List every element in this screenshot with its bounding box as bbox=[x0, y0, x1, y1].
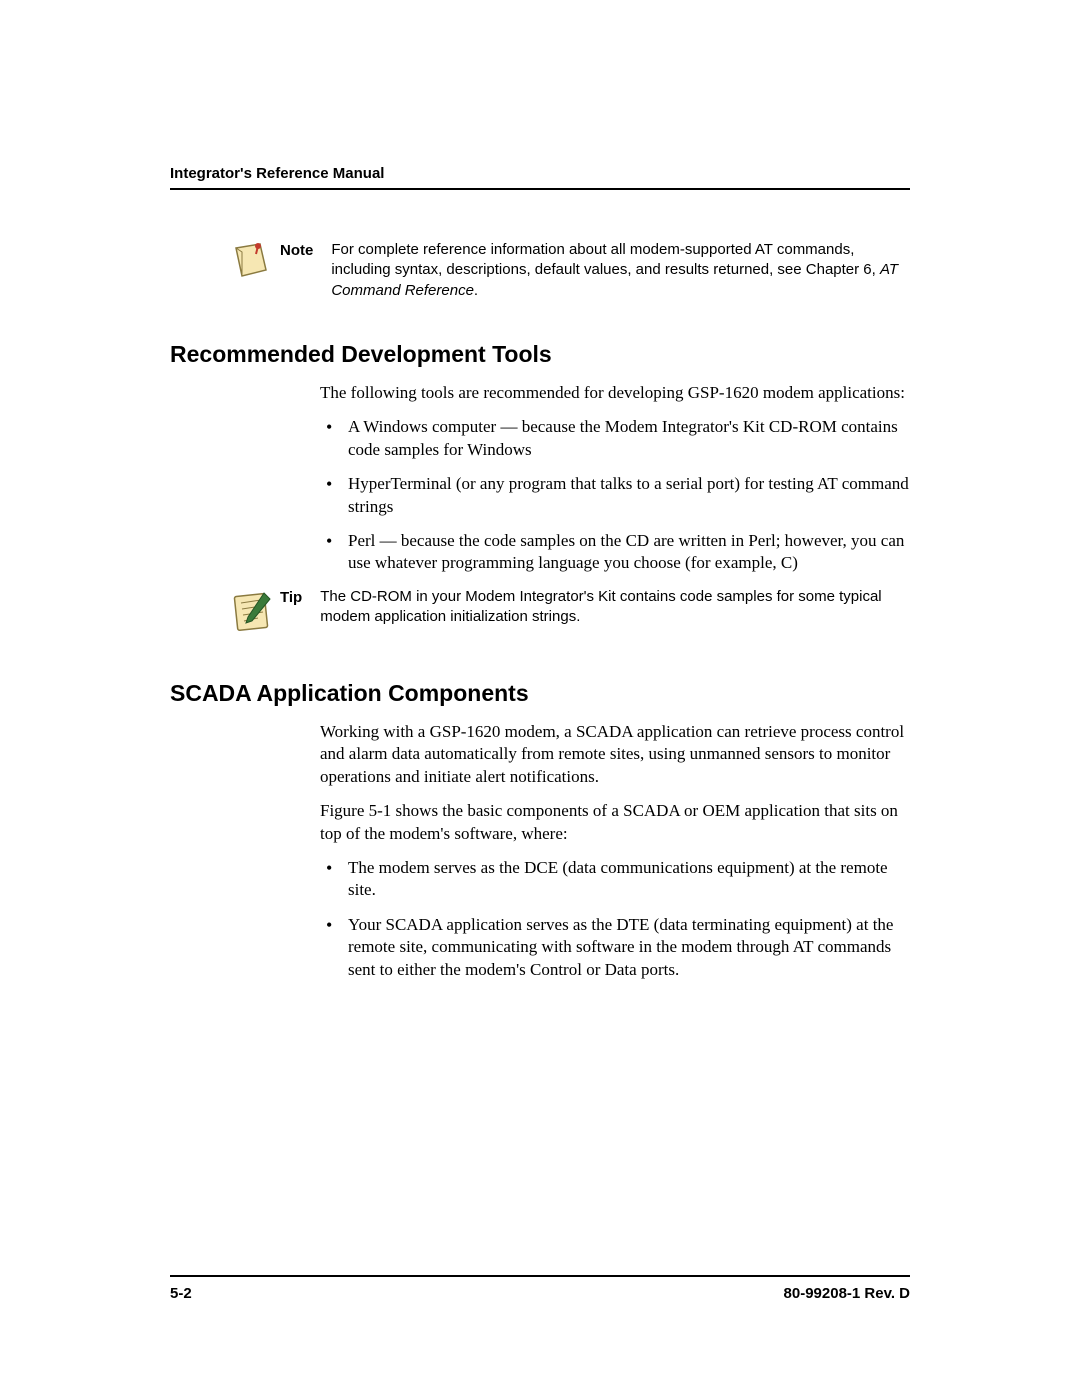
tip-label: Tip bbox=[280, 587, 302, 606]
footer-rule bbox=[170, 1275, 910, 1277]
running-header: Integrator's Reference Manual bbox=[170, 165, 910, 182]
note-text-part2: . bbox=[474, 282, 478, 299]
page-number: 5-2 bbox=[170, 1285, 192, 1302]
section2-p1: Working with a GSP-1620 modem, a SCADA a… bbox=[320, 721, 910, 788]
list-item: Your SCADA application serves as the DTE… bbox=[348, 914, 910, 981]
list-item: A Windows computer — because the Modem I… bbox=[348, 416, 910, 461]
section2-list: The modem serves as the DCE (data commun… bbox=[320, 857, 910, 981]
tip-callout: Tip The CD-ROM in your Modem Integrator'… bbox=[230, 587, 910, 635]
list-item: The modem serves as the DCE (data commun… bbox=[348, 857, 910, 902]
list-item: Perl — because the code samples on the C… bbox=[348, 530, 910, 575]
section1-body: The following tools are recommended for … bbox=[320, 382, 910, 575]
section2-body: Working with a GSP-1620 modem, a SCADA a… bbox=[320, 721, 910, 981]
section-heading-scada: SCADA Application Components bbox=[170, 680, 910, 707]
note-label: Note bbox=[280, 240, 313, 259]
tip-text: The CD-ROM in your Modem Integrator's Ki… bbox=[320, 587, 910, 628]
page-footer: 5-2 80-99208-1 Rev. D bbox=[170, 1275, 910, 1302]
section1-intro: The following tools are recommended for … bbox=[320, 382, 910, 404]
header-rule bbox=[170, 188, 910, 190]
tip-icon bbox=[230, 587, 280, 635]
doc-id: 80-99208-1 Rev. D bbox=[784, 1285, 910, 1302]
list-item: HyperTerminal (or any program that talks… bbox=[348, 473, 910, 518]
section2-p2: Figure 5-1 shows the basic components of… bbox=[320, 800, 910, 845]
document-page: Integrator's Reference Manual Note For c… bbox=[0, 0, 1080, 1397]
note-text-part1: For complete reference information about… bbox=[331, 241, 880, 278]
section1-list: A Windows computer — because the Modem I… bbox=[320, 416, 910, 575]
section-heading-tools: Recommended Development Tools bbox=[170, 341, 910, 368]
note-text: For complete reference information about… bbox=[331, 240, 910, 301]
note-icon bbox=[230, 240, 280, 282]
note-callout: Note For complete reference information … bbox=[230, 240, 910, 301]
